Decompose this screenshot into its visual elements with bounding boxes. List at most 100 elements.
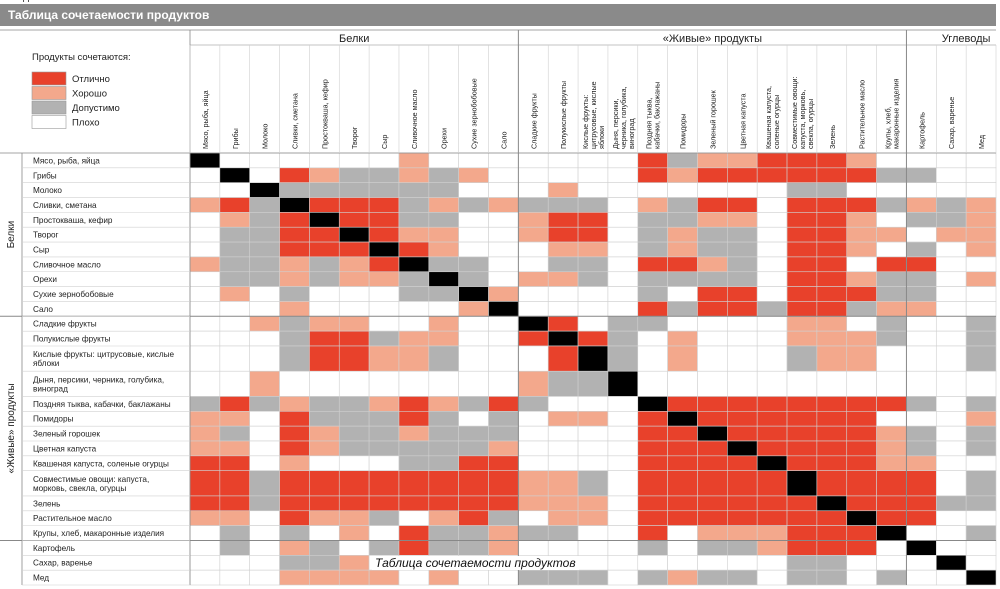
heatmap-cell bbox=[906, 152, 937, 169]
heatmap-cell bbox=[577, 330, 609, 347]
heatmap-cell bbox=[428, 271, 459, 287]
heatmap-cell bbox=[697, 370, 728, 397]
heatmap-cell bbox=[667, 540, 698, 556]
heatmap-cell bbox=[368, 510, 400, 526]
heatmap-cell bbox=[458, 540, 489, 556]
heatmap-cell bbox=[965, 271, 997, 287]
heatmap-cell bbox=[846, 396, 877, 412]
heatmap-cell bbox=[577, 271, 609, 287]
heatmap-cell bbox=[309, 345, 340, 372]
heatmap-cell bbox=[428, 286, 459, 302]
heatmap-cell bbox=[697, 241, 728, 258]
heatmap-cell bbox=[577, 440, 609, 457]
heatmap-cell bbox=[846, 167, 877, 184]
heatmap-cell bbox=[518, 330, 549, 347]
row-label: Растительное масло bbox=[33, 514, 112, 523]
heatmap-cell bbox=[697, 440, 728, 457]
heatmap-cell bbox=[189, 212, 221, 228]
heatmap-cell bbox=[547, 396, 579, 412]
heatmap-cell bbox=[637, 411, 668, 427]
heatmap-cell bbox=[667, 152, 698, 169]
heatmap-cell bbox=[637, 152, 668, 169]
row-label: Зеленый горошек bbox=[33, 430, 100, 439]
heatmap-cell bbox=[577, 455, 609, 472]
heatmap-cell bbox=[309, 555, 340, 571]
heatmap-cell bbox=[965, 315, 997, 332]
heatmap-cell bbox=[219, 495, 251, 512]
column-label: Поздняя тыква, bbox=[645, 97, 654, 149]
heatmap-cell bbox=[279, 271, 310, 287]
heatmap-cell bbox=[876, 540, 907, 556]
heatmap-cell bbox=[219, 256, 251, 273]
heatmap-cell bbox=[488, 540, 519, 556]
heatmap-cell bbox=[428, 455, 459, 472]
heatmap-cell bbox=[637, 425, 668, 442]
heatmap-cell bbox=[756, 212, 788, 228]
heatmap-cell bbox=[458, 425, 489, 442]
heatmap-cell bbox=[547, 370, 579, 397]
row-label: Сахар, варенье bbox=[33, 559, 93, 568]
heatmap-cell bbox=[338, 226, 370, 243]
heatmap-cell bbox=[338, 495, 370, 512]
column-label: свекла, огурцы bbox=[806, 99, 815, 149]
heatmap-cell bbox=[727, 271, 758, 287]
heatmap-cell bbox=[577, 286, 609, 302]
heatmap-cell bbox=[727, 241, 758, 258]
heatmap-cell bbox=[637, 197, 668, 213]
column-label: Простокваша, кефир bbox=[320, 79, 329, 149]
heatmap-cell bbox=[846, 510, 877, 526]
heatmap-cell bbox=[547, 330, 579, 347]
heatmap-cell bbox=[727, 226, 758, 243]
heatmap-cell bbox=[876, 396, 907, 412]
column-label: Картофель bbox=[917, 112, 926, 149]
heatmap-cell bbox=[965, 167, 997, 184]
heatmap-cell bbox=[965, 540, 997, 556]
heatmap-cell bbox=[876, 286, 907, 302]
heatmap-cell bbox=[935, 197, 967, 213]
heatmap-cell bbox=[458, 212, 489, 228]
heatmap-cell bbox=[637, 241, 668, 258]
heatmap-cell bbox=[667, 396, 698, 412]
heatmap-cell bbox=[368, 470, 400, 497]
column-label: Мед bbox=[977, 134, 986, 149]
heatmap-cell bbox=[577, 470, 609, 497]
heatmap-cell bbox=[935, 301, 967, 317]
heatmap-cell bbox=[667, 182, 698, 198]
heatmap-cell bbox=[727, 182, 758, 198]
heatmap-cell bbox=[876, 212, 907, 228]
heatmap-cell bbox=[458, 256, 489, 273]
column-label: Сыр bbox=[380, 135, 389, 149]
heatmap-cell bbox=[249, 330, 280, 347]
heatmap-cell bbox=[756, 569, 788, 586]
heatmap-cell bbox=[279, 470, 310, 497]
heatmap-cell bbox=[488, 510, 519, 526]
heatmap-cell bbox=[637, 301, 668, 317]
heatmap-cell bbox=[607, 212, 639, 228]
heatmap-cell bbox=[249, 212, 280, 228]
heatmap-cell bbox=[279, 301, 310, 317]
heatmap-cell bbox=[368, 226, 400, 243]
heatmap-cell bbox=[846, 555, 877, 571]
heatmap-cell bbox=[846, 540, 877, 556]
heatmap-cell bbox=[309, 256, 340, 273]
heatmap-cell bbox=[876, 425, 907, 442]
heatmap-cell bbox=[727, 411, 758, 427]
heatmap-cell bbox=[816, 440, 848, 457]
heatmap-cell bbox=[697, 271, 728, 287]
heatmap-cell bbox=[846, 330, 877, 347]
column-label: соленые огурцы bbox=[772, 95, 781, 149]
heatmap-cell bbox=[398, 301, 430, 317]
heatmap-cell bbox=[697, 525, 728, 541]
column-label: кабачки, баклажаны bbox=[653, 82, 662, 149]
heatmap-cell bbox=[249, 271, 280, 287]
heatmap-cell bbox=[398, 510, 430, 526]
column-label: яблоки bbox=[597, 126, 606, 149]
legend-label: Отлично bbox=[72, 74, 110, 85]
column-label: Зеленый горошек bbox=[708, 89, 717, 149]
heatmap-cell bbox=[428, 510, 459, 526]
heatmap-cell bbox=[637, 540, 668, 556]
heatmap-cell bbox=[458, 411, 489, 427]
heatmap-cell bbox=[577, 425, 609, 442]
heatmap-cell bbox=[279, 167, 310, 184]
